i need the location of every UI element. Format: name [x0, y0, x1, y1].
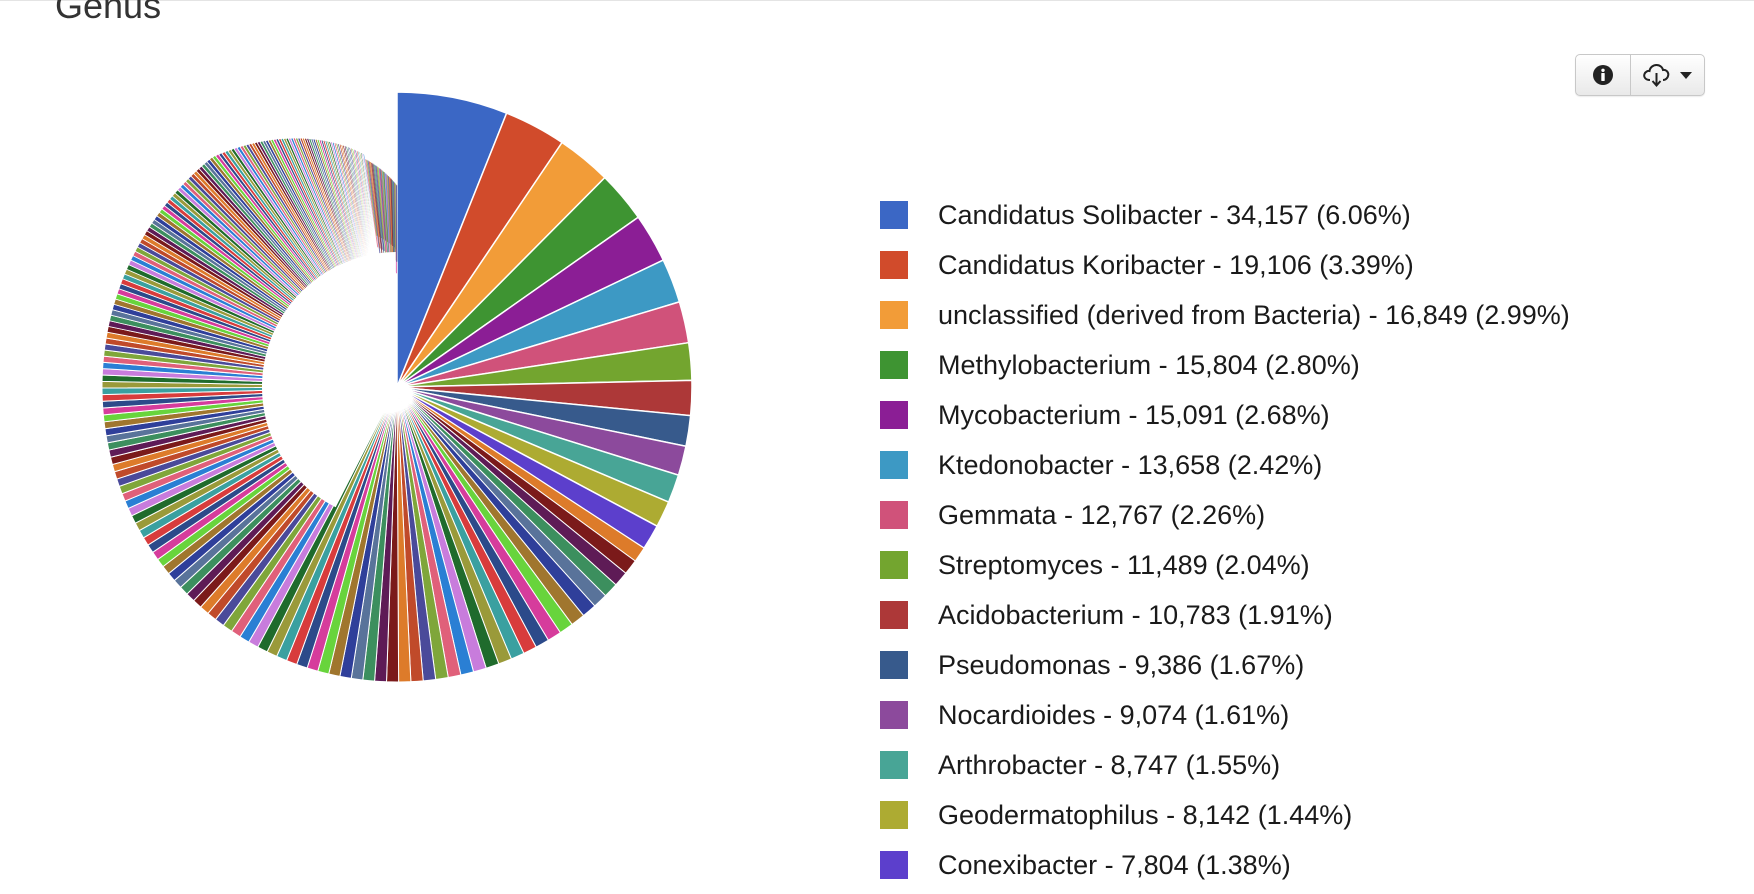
legend-swatch: [880, 851, 908, 879]
panel-divider: [0, 0, 1754, 1]
pie-slice-minor[interactable]: [378, 168, 387, 253]
legend-label: Nocardioides - 9,074 (1.61%): [938, 699, 1290, 730]
pie-slice-minor[interactable]: [381, 170, 389, 254]
legend-item[interactable]: Streptomyces - 11,489 (2.04%): [880, 540, 1740, 590]
pie-slice-minor[interactable]: [369, 162, 380, 237]
pie-slice-minor[interactable]: [371, 162, 384, 262]
pie-slice-minor[interactable]: [392, 181, 395, 248]
legend-swatch: [880, 251, 908, 279]
legend-item[interactable]: Arthrobacter - 8,747 (1.55%): [880, 740, 1740, 790]
legend-swatch: [880, 801, 908, 829]
legend-item[interactable]: Gemmata - 12,767 (2.26%): [880, 490, 1740, 540]
legend-label: Candidatus Koribacter - 19,106 (3.39%): [938, 249, 1414, 280]
legend-swatch: [880, 601, 908, 629]
legend-item[interactable]: Acidobacterium - 10,783 (1.91%): [880, 590, 1740, 640]
info-circle-icon: [1592, 65, 1613, 85]
pie-slice-minor[interactable]: [373, 164, 383, 239]
pie-slice-minor[interactable]: [367, 160, 382, 261]
pie-slice-minor[interactable]: [379, 168, 387, 241]
legend-label: Methylobacterium - 15,804 (2.80%): [938, 349, 1360, 380]
legend-label: Arthrobacter - 8,747 (1.55%): [938, 749, 1281, 780]
legend-swatch: [880, 451, 908, 479]
pie-slice-minor[interactable]: [394, 183, 397, 249]
legend-label: Candidatus Solibacter - 34,157 (6.06%): [938, 199, 1411, 230]
legend-item[interactable]: Pseudomonas - 9,386 (1.67%): [880, 640, 1740, 690]
legend-item[interactable]: Candidatus Solibacter - 34,157 (6.06%): [880, 190, 1740, 240]
legend-label: Geodermatophilus - 8,142 (1.44%): [938, 799, 1353, 830]
download-button[interactable]: [1631, 55, 1704, 95]
legend-item[interactable]: Methylobacterium - 15,804 (2.80%): [880, 340, 1740, 390]
legend-item[interactable]: Conexibacter - 7,804 (1.38%): [880, 840, 1740, 890]
pie-center-mask: [261, 252, 397, 508]
legend-swatch: [880, 551, 908, 579]
legend-label: Acidobacterium - 10,783 (1.91%): [938, 599, 1333, 630]
legend-label: unclassified (derived from Bacteria) - 1…: [938, 299, 1570, 330]
pie-slice-minor[interactable]: [391, 180, 395, 259]
legend-swatch: [880, 201, 908, 229]
pie-slice-minor[interactable]: [384, 172, 391, 255]
legend-item[interactable]: Ktedonobacter - 13,658 (2.42%): [880, 440, 1740, 490]
legend-swatch: [880, 301, 908, 329]
info-button[interactable]: [1576, 55, 1631, 95]
pie-slice-minor[interactable]: [372, 163, 383, 250]
pie-chart: [101, 91, 693, 683]
legend-swatch: [880, 351, 908, 379]
pie-slice-minor[interactable]: [365, 159, 379, 248]
legend-swatch: [880, 751, 908, 779]
pie-slice-minor[interactable]: [366, 159, 378, 236]
pie-slice-minor[interactable]: [382, 171, 389, 242]
legend-item[interactable]: unclassified (derived from Bacteria) - 1…: [880, 290, 1740, 340]
legend-swatch: [880, 401, 908, 429]
pie-slice-minor[interactable]: [375, 165, 385, 251]
pie-slice-minor[interactable]: [389, 177, 394, 258]
chart-legend: Candidatus Solibacter - 34,157 (6.06%) Ca…: [880, 190, 1740, 890]
legend-item[interactable]: Nocardioides - 9,074 (1.61%): [880, 690, 1740, 740]
legend-label: Mycobacterium - 15,091 (2.68%): [938, 399, 1330, 430]
pie-slice-minor[interactable]: [385, 173, 390, 244]
legend-label: Conexibacter - 7,804 (1.38%): [938, 849, 1291, 880]
legend-swatch: [880, 501, 908, 529]
legend-label: Pseudomonas - 9,386 (1.67%): [938, 649, 1305, 680]
caret-down-icon: [1680, 72, 1693, 79]
pie-slice-minor[interactable]: [387, 175, 392, 257]
pie-slice-minor[interactable]: [386, 174, 392, 268]
pie-slice-minor[interactable]: [387, 176, 392, 245]
chart-toolbar: [1575, 54, 1705, 96]
legend-label: Streptomyces - 11,489 (2.04%): [938, 549, 1310, 580]
legend-swatch: [880, 651, 908, 679]
pie-slice-minor[interactable]: [368, 161, 381, 249]
section-title: Genus: [55, 0, 162, 26]
pie-slice-minor[interactable]: [383, 171, 391, 267]
legend-swatch: [880, 701, 908, 729]
pie-slice-minor[interactable]: [376, 166, 385, 240]
legend-item[interactable]: Candidatus Koribacter - 19,106 (3.39%): [880, 240, 1740, 290]
legend-label: Gemmata - 12,767 (2.26%): [938, 499, 1266, 530]
cloud-download-icon: [1643, 63, 1670, 88]
pie-slice-minor[interactable]: [390, 178, 394, 247]
pie-slice-minor[interactable]: [380, 169, 389, 266]
pie-slice-minor[interactable]: [377, 167, 387, 264]
legend-item[interactable]: Geodermatophilus - 8,142 (1.44%): [880, 790, 1740, 840]
legend-label: Ktedonobacter - 13,658 (2.42%): [938, 449, 1323, 480]
pie-slice-minor[interactable]: [374, 164, 386, 263]
legend-item[interactable]: Mycobacterium - 15,091 (2.68%): [880, 390, 1740, 440]
